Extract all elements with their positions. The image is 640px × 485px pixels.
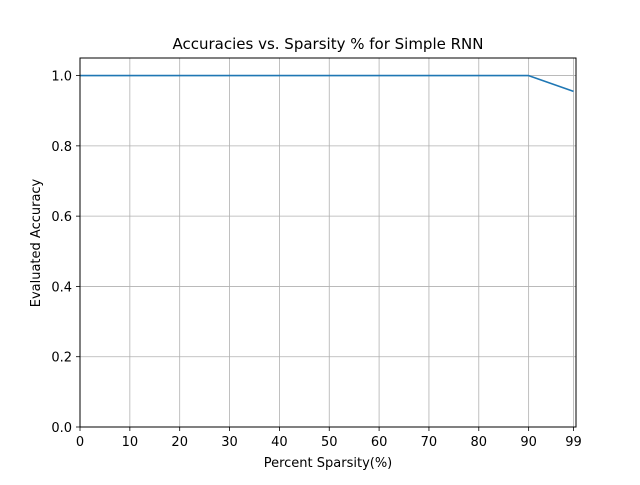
series-layer [80, 74, 574, 93]
chart-title: Accuracies vs. Sparsity % for Simple RNN [173, 35, 484, 53]
x-tick-label: 50 [321, 435, 338, 450]
x-tick-label: 40 [271, 435, 288, 450]
ticks: 0 10 20 30 40 50 60 70 80 90 99 0.0 0.2 0.4 0.6 0.8 1.0 [51, 70, 581, 450]
x-tick-label: 0 [76, 435, 84, 450]
x-tick-label: 30 [221, 435, 238, 450]
x-tick-label: 10 [122, 435, 139, 450]
x-tick-label: 60 [371, 435, 388, 450]
y-tick-label: 0.4 [51, 280, 72, 295]
y-axis-label: Evaluated Accuracy [29, 178, 44, 307]
y-tick-label: 0.2 [51, 351, 72, 366]
x-tick-label: 20 [171, 435, 188, 450]
y-tick-label: 0.8 [51, 140, 72, 155]
plot-frame [79, 57, 577, 428]
y-tick-label: 0.6 [51, 210, 72, 225]
series-line [80, 74, 574, 93]
y-tick-label: 1.0 [51, 70, 72, 85]
x-tick-label: 90 [520, 435, 537, 450]
x-tick-label: 80 [471, 435, 488, 450]
x-tick-label: 99 [565, 435, 582, 450]
x-tick-label: 70 [421, 435, 438, 450]
x-axis-label: Percent Sparsity(%) [264, 456, 393, 471]
y-tick-label: 0.0 [51, 421, 72, 436]
